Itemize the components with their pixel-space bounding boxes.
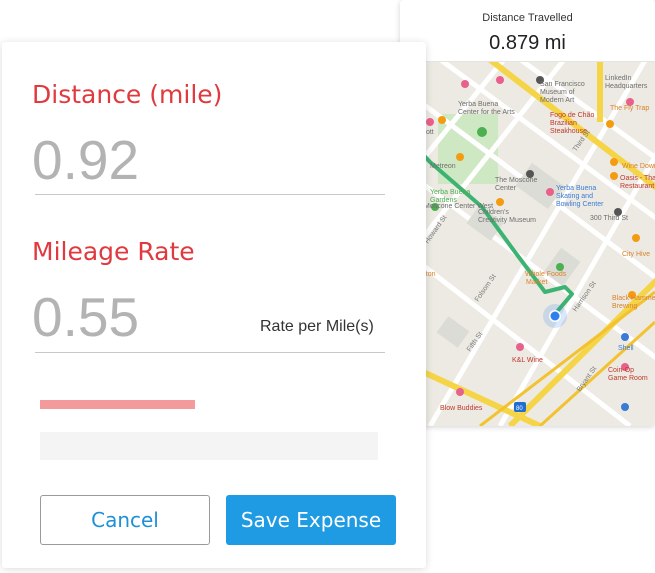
svg-text:Children's: Children's [478, 209, 509, 216]
svg-text:Steakhouse: Steakhouse [550, 128, 587, 135]
svg-text:Gardens: Gardens [430, 197, 457, 204]
rate-per-mile-label: Rate per Mile(s) [260, 318, 374, 335]
svg-text:Market: Market [526, 279, 547, 286]
svg-text:Creativity Museum: Creativity Museum [478, 217, 536, 224]
placeholder-bar-red [40, 400, 195, 409]
distance-travelled-value: 0.879 mi [489, 32, 566, 54]
svg-text:The Moscone: The Moscone [495, 177, 538, 184]
svg-text:Brazilian: Brazilian [550, 120, 577, 127]
svg-text:Yerba Buena: Yerba Buena [556, 185, 596, 192]
svg-text:300 Third St: 300 Third St [590, 215, 628, 222]
svg-text:K&L Wine: K&L Wine [512, 357, 543, 364]
mileage-rate-field[interactable]: 0.55 [32, 286, 140, 348]
svg-text:Moscone Center West: Moscone Center West [424, 203, 493, 210]
svg-text:Skating and: Skating and [556, 193, 593, 200]
current-location-dot [550, 311, 560, 321]
svg-text:Brewing: Brewing [612, 303, 637, 310]
svg-text:Whole Foods: Whole Foods [525, 271, 567, 278]
map-canvas: San Francisco Museum of Modern Art Yerba… [400, 62, 655, 426]
svg-text:Modern Art: Modern Art [540, 97, 574, 104]
svg-text:Oasis - Thai: Oasis - Thai [620, 175, 655, 182]
svg-text:Center for the Arts: Center for the Arts [458, 109, 515, 116]
distance-label: Distance (mile) [32, 80, 223, 109]
svg-text:Yerba Buena: Yerba Buena [430, 189, 470, 196]
svg-text:San Francisco: San Francisco [540, 81, 585, 88]
svg-text:LinkedIn: LinkedIn [605, 75, 632, 82]
route-line [400, 128, 574, 316]
svg-text:Center: Center [495, 185, 517, 192]
svg-text:80: 80 [516, 406, 523, 412]
mileage-rate-label: Mileage Rate [32, 237, 195, 266]
svg-text:Coin-Op: Coin-Op [608, 367, 634, 374]
svg-text:Restaurant: Restaurant [620, 183, 654, 190]
svg-text:Museum of: Museum of [540, 89, 575, 96]
mileage-expense-form: Distance (mile) 0.92 Mileage Rate 0.55 R… [2, 42, 426, 568]
svg-text:Headquarters: Headquarters [605, 83, 648, 90]
svg-text:Bowling Center: Bowling Center [556, 201, 604, 208]
svg-text:Black Hammer: Black Hammer [612, 295, 655, 302]
svg-text:Wine Down: Wine Down [622, 163, 655, 170]
save-expense-button[interactable]: Save Expense [226, 495, 396, 545]
map-card: Distance Travelled 0.879 mi [400, 0, 655, 426]
route-map[interactable]: San Francisco Museum of Modern Art Yerba… [400, 62, 655, 426]
map-header: Distance Travelled 0.879 mi [400, 0, 655, 62]
svg-text:Metreon: Metreon [430, 163, 456, 170]
svg-text:Blow Buddies: Blow Buddies [440, 405, 483, 412]
distance-travelled-label: Distance Travelled [482, 12, 573, 24]
svg-text:City Hive: City Hive [622, 251, 650, 258]
distance-field[interactable]: 0.92 [32, 129, 140, 191]
svg-text:The Fly Trap: The Fly Trap [610, 105, 649, 112]
svg-text:Shell: Shell [618, 345, 634, 352]
svg-text:Yerba Buena: Yerba Buena [458, 101, 498, 108]
distance-field-underline [35, 194, 385, 195]
cancel-button[interactable]: Cancel [40, 495, 210, 545]
svg-text:Fogo de Chão: Fogo de Chão [550, 112, 594, 119]
placeholder-bar-gray [40, 432, 378, 460]
svg-text:Game Room: Game Room [608, 375, 648, 382]
mileage-rate-underline [35, 352, 385, 353]
